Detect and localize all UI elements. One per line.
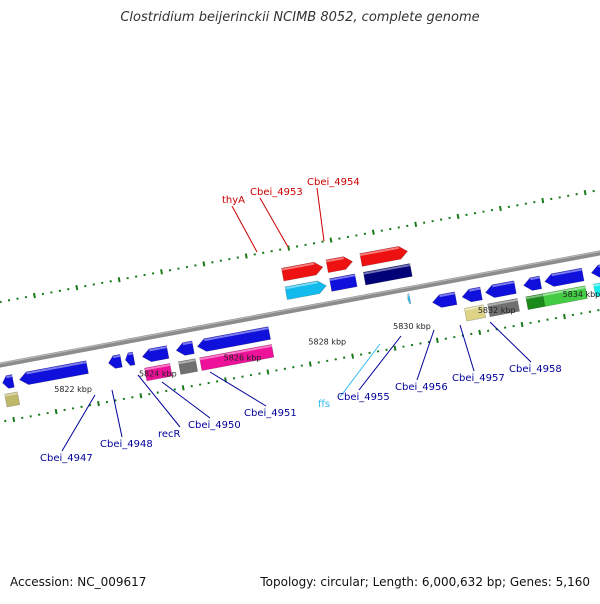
gene-label-leader	[62, 395, 95, 451]
kbp-label: 5822 kbp	[54, 385, 92, 394]
gene-shape[interactable]	[285, 279, 328, 299]
gene-feature-g-4953-blue[interactable]	[329, 274, 357, 292]
scale-tick-upper	[542, 198, 543, 203]
scale-tick-lower	[395, 346, 396, 351]
gene-feature-g-4958-blue1[interactable]	[522, 276, 541, 292]
kbp-label: 5832 kbp	[478, 306, 516, 315]
gene-feature-g-5948b[interactable]	[124, 352, 135, 366]
gene-feature-g-left-olive[interactable]	[5, 392, 20, 407]
topology-summary: Topology: circular; Length: 6,000,632 bp…	[260, 575, 590, 589]
gene-shape-gloss	[113, 356, 120, 357]
scale-tick-upper	[373, 230, 374, 235]
scale-tick-upper	[458, 214, 459, 219]
gene-label-leader	[260, 198, 288, 247]
gene-feature-g-4955[interactable]	[431, 292, 457, 309]
scale-tick-lower	[522, 322, 523, 327]
gene-feature-g-4958-blue2[interactable]	[544, 268, 585, 288]
gene-shape-gloss	[6, 376, 12, 377]
gene-feature-g-4950-blue[interactable]	[175, 341, 194, 357]
scale-tick-lower	[140, 393, 141, 398]
gene-feature-g-4957-blue[interactable]	[484, 281, 516, 299]
scale-tick-lower	[56, 409, 57, 414]
map-title: Clostridium beijerinckii NCIMB 8052, com…	[0, 10, 600, 25]
scale-tick-lower	[267, 370, 268, 375]
gene-label[interactable]: Cbei_4958	[509, 364, 562, 375]
gene-label[interactable]: Cbei_4955	[337, 392, 390, 403]
scale-tick-upper	[331, 238, 332, 243]
scale-tick-upper	[161, 269, 162, 274]
scale-tick-lower	[98, 401, 99, 406]
gene-feature-g-left-1[interactable]	[1, 375, 14, 390]
gene-shape[interactable]	[590, 257, 600, 279]
scale-tick-lower	[183, 385, 184, 390]
gene-feature-g-4954[interactable]	[360, 245, 409, 266]
kbp-label: 5830 kbp	[393, 322, 431, 331]
gene-label[interactable]: Cbei_4950	[188, 420, 241, 431]
gene-shape-gloss	[128, 353, 133, 354]
gene-feature-g-recR-blue[interactable]	[141, 346, 169, 364]
gene-feature-g-right-blue[interactable]	[590, 257, 600, 279]
gene-feature-g-4958-dkgreen[interactable]	[526, 294, 545, 310]
gene-feature-g-4953[interactable]	[326, 255, 354, 273]
scale-tick-lower	[564, 314, 565, 319]
scale-tick-lower	[13, 417, 14, 422]
gene-label[interactable]: Cbei_4956	[395, 382, 448, 393]
gene-shape[interactable]	[326, 255, 354, 273]
gene-label-leader	[138, 375, 180, 427]
gene-label[interactable]: ffs	[318, 399, 330, 410]
gene-label[interactable]: Cbei_4954	[307, 177, 360, 188]
gene-label-leader	[417, 330, 434, 380]
gene-feature-g-4956-blue[interactable]	[461, 287, 482, 303]
scale-tick-upper	[119, 277, 120, 282]
kbp-label: 5826 kbp	[224, 353, 262, 362]
kbp-label: 5824 kbp	[139, 369, 177, 378]
scale-tick-upper	[34, 293, 35, 298]
gene-label[interactable]: Cbei_4947	[40, 453, 93, 464]
gene-label-leader	[317, 188, 324, 241]
gene-shape[interactable]	[360, 245, 409, 266]
scale-tick-upper	[76, 285, 77, 290]
gene-feature-g-ffs[interactable]	[407, 294, 411, 304]
scale-tick-lower	[310, 362, 311, 367]
gene-feature-g-5947[interactable]	[18, 361, 88, 386]
gene-label-leader	[210, 372, 266, 406]
gene-label-leader	[460, 325, 474, 371]
gene-label[interactable]: recR	[158, 429, 181, 440]
gene-label[interactable]: Cbei_4953	[250, 187, 303, 198]
gene-label-leader	[162, 382, 210, 418]
gene-label[interactable]: thyA	[222, 195, 245, 206]
scale-tick-upper	[500, 206, 501, 211]
scale-tick-upper	[585, 190, 586, 195]
scale-tick-upper	[288, 246, 289, 251]
scale-tick-lower	[479, 330, 480, 335]
gene-label[interactable]: Cbei_4951	[244, 408, 297, 419]
kbp-label: 5834 kbp	[563, 290, 600, 299]
gene-label[interactable]: Cbei_4948	[100, 439, 153, 450]
gene-shape[interactable]	[281, 261, 324, 281]
gene-label[interactable]: Cbei_4957	[452, 373, 505, 384]
gene-label-leader	[112, 390, 122, 437]
gene-feature-g-4954-navy[interactable]	[363, 264, 412, 285]
gene-feature-g-5948a[interactable]	[107, 354, 122, 369]
scale-tick-upper	[415, 222, 416, 227]
kbp-label: 5828 kbp	[308, 338, 346, 347]
accession-text: Accession: NC_009617	[10, 575, 146, 589]
gene-feature-g-thyA[interactable]	[281, 261, 324, 281]
scale-tick-upper	[203, 261, 204, 266]
scale-tick-lower	[437, 338, 438, 343]
scale-tick-lower	[352, 354, 353, 359]
gene-label-leader	[232, 206, 257, 252]
scale-tick-upper	[246, 254, 247, 259]
gene-label-leader	[490, 322, 531, 362]
gene-feature-g-thyA-cyan[interactable]	[285, 279, 328, 299]
gene-feature-g-4950[interactable]	[178, 359, 197, 375]
